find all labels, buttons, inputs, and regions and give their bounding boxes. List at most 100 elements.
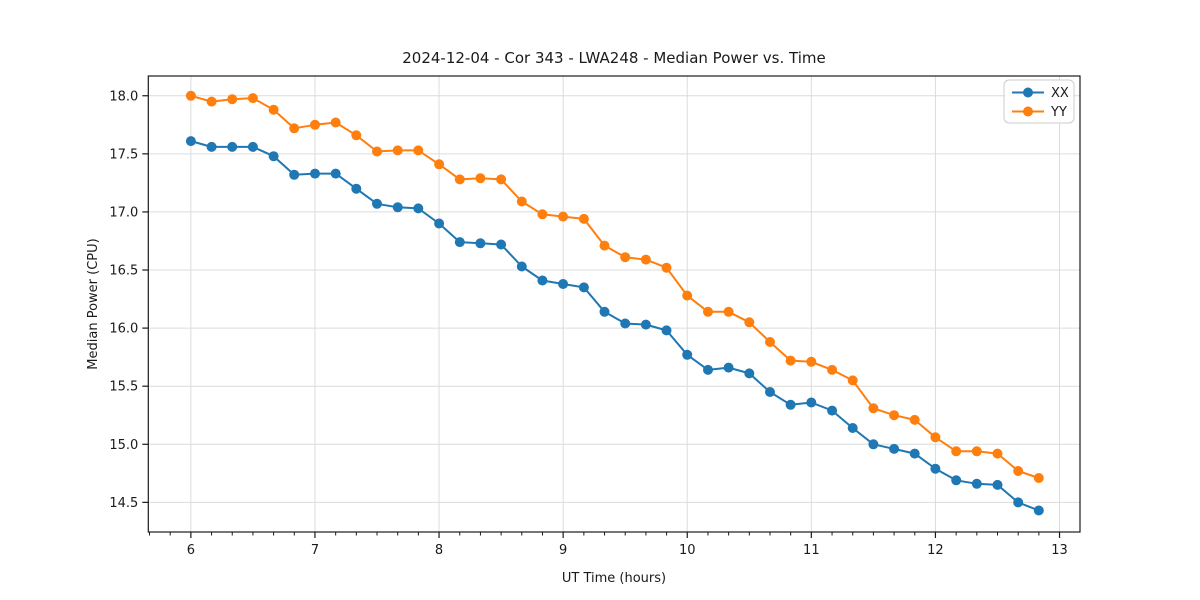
y-tick-label-14.5: 14.5 — [109, 496, 138, 511]
series-YY-marker — [413, 145, 424, 156]
series-XX-marker — [330, 168, 341, 179]
series-YY-marker — [227, 94, 238, 105]
series-YY-marker — [1013, 466, 1024, 476]
y-tick-label-17.5: 17.5 — [109, 147, 138, 162]
series-YY-marker — [454, 174, 465, 185]
series-YY-marker — [330, 117, 341, 128]
series-YY-marker — [516, 196, 527, 207]
series-YY-marker — [744, 317, 755, 328]
series-XX-marker — [206, 141, 217, 152]
series-XX-marker — [930, 463, 941, 474]
y-tick-label-15.0: 15.0 — [109, 438, 138, 453]
series-YY-marker — [206, 96, 217, 107]
series-group — [185, 90, 1044, 516]
series-XX-marker — [1033, 505, 1044, 516]
series-XX-marker — [475, 238, 486, 249]
legend-item-yy: YY — [1012, 105, 1067, 120]
series-XX-marker — [268, 151, 279, 162]
y-tick-label-15.5: 15.5 — [109, 380, 138, 395]
series-XX-marker — [599, 306, 610, 317]
series-YY-marker — [951, 446, 962, 457]
series-XX-marker — [247, 141, 258, 152]
x-tick-label-13: 13 — [1051, 543, 1068, 558]
series-XX-marker — [289, 169, 300, 180]
legend-label-xx: XX — [1051, 86, 1069, 101]
series-YY-marker — [785, 355, 796, 366]
plot-border — [147, 75, 1081, 533]
y-tick-label-18.0: 18.0 — [109, 89, 138, 104]
series-YY-marker — [723, 306, 734, 317]
y-tick-label-17.0: 17.0 — [109, 205, 138, 220]
series-XX-marker — [1013, 497, 1024, 508]
x-tick-label-8: 8 — [435, 543, 443, 558]
series-YY-marker — [537, 209, 548, 220]
x-tick-label-11: 11 — [803, 543, 820, 558]
series-XX-marker — [806, 397, 817, 408]
series-XX-marker — [827, 405, 838, 416]
series-XX-marker — [703, 364, 713, 375]
series-YY-marker — [475, 173, 486, 184]
series-XX-marker — [620, 318, 631, 329]
legend-marker-yy — [1023, 106, 1033, 117]
series-XX-marker — [992, 479, 1003, 490]
series-YY-marker — [372, 146, 382, 157]
series-YY-marker — [558, 211, 569, 222]
series-XX-marker — [413, 203, 424, 214]
series-XX-marker — [227, 141, 238, 152]
series-XX-marker — [909, 448, 920, 459]
x-tick-label-7: 7 — [311, 543, 319, 558]
series-XX-marker — [889, 443, 900, 454]
series-YY-marker — [909, 414, 920, 425]
y-tick-label-16.0: 16.0 — [109, 322, 138, 337]
series-YY-marker — [496, 174, 507, 185]
series-XX-marker — [578, 282, 589, 293]
axis-ticks: 6 7 8 9 10 11 12 13 14.5 15.0 15.5 16.0 16.5 17.0 17.5… — [109, 89, 1067, 558]
chart-title: 2024-12-04 - Cor 343 - LWA248 - Median P… — [402, 49, 826, 67]
series-YY-marker — [351, 130, 362, 141]
series-YY-marker — [268, 104, 279, 115]
series-XX-marker — [971, 478, 982, 489]
series-YY-marker — [247, 93, 258, 104]
series-YY-marker — [434, 159, 445, 170]
series-YY-marker — [806, 356, 817, 367]
series-XX-marker — [951, 475, 962, 486]
series-XX-marker — [434, 218, 445, 229]
series-XX-marker — [785, 399, 796, 410]
series-YY-marker — [703, 306, 713, 317]
series-XX-marker — [310, 168, 320, 179]
series-YY-marker — [392, 145, 403, 156]
series-YY-marker — [185, 90, 196, 101]
series-YY-marker — [682, 290, 693, 301]
y-tick-label-16.5: 16.5 — [109, 264, 138, 279]
series-XX-marker — [558, 279, 569, 289]
series-XX-marker — [765, 387, 775, 397]
series-XX-marker — [372, 198, 382, 209]
gridlines — [148, 76, 1080, 532]
series-YY-marker — [310, 119, 320, 130]
legend-item-xx: XX — [1012, 86, 1069, 101]
series-YY-marker — [992, 448, 1003, 459]
series-XX-marker — [537, 275, 548, 286]
series-YY-marker — [1033, 473, 1044, 483]
series-YY-marker — [620, 252, 631, 263]
series-YY-marker — [889, 410, 900, 421]
x-tick-label-9: 9 — [559, 543, 567, 558]
series-YY-marker — [847, 375, 858, 386]
legend-marker-xx — [1023, 87, 1033, 98]
series-YY-marker — [661, 262, 672, 273]
x-tick-label-12: 12 — [927, 543, 944, 558]
series-YY-marker — [640, 254, 651, 265]
series-XX-marker — [392, 202, 403, 213]
series-YY-marker — [765, 337, 775, 347]
series-XX-marker — [744, 368, 755, 379]
series-XX-marker — [868, 439, 879, 450]
series-YY-marker — [971, 446, 982, 457]
series-YY-marker — [578, 213, 589, 224]
series-XX-marker — [454, 237, 465, 248]
series-YY-marker — [289, 123, 300, 134]
series-XX-marker — [847, 423, 858, 433]
series-YY-marker — [599, 240, 610, 251]
series-XX-marker — [640, 319, 651, 330]
